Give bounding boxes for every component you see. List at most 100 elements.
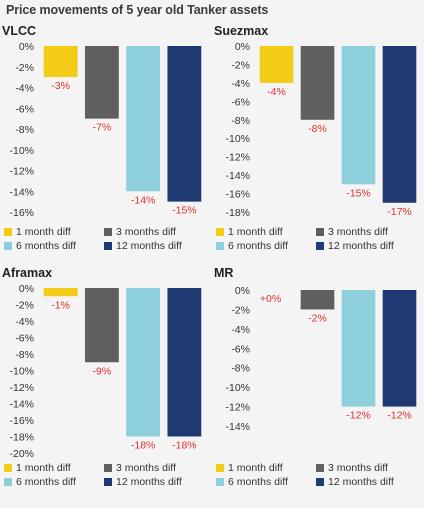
bar-6-months-diff [341,46,376,185]
y-tick-label: 0% [235,285,250,297]
y-tick-label: -18% [9,432,34,444]
legend-label: 3 months diff [328,226,388,238]
legend-swatch [104,464,112,472]
mr-legend: 1 month diff 3 months diff 6 months diff 12… [212,462,424,492]
legend-label: 3 months diff [328,462,388,474]
legend-swatch [104,228,112,236]
y-tick-label: -4% [231,324,250,336]
y-tick-label: -8% [15,349,34,361]
y-tick-label: 0% [235,41,250,53]
legend-label: 3 months diff [116,226,176,238]
legend-swatch [316,228,324,236]
legend-label: 3 months diff [116,462,176,474]
y-tick-label: -14% [225,170,250,182]
legend-label: 1 month diff [228,462,283,474]
y-tick-label: -10% [9,366,34,378]
data-label: -9% [93,365,112,377]
data-label: -3% [51,80,70,92]
bar-3-months-diff [300,46,335,120]
legend-label: 12 months diff [116,240,182,252]
legend-swatch [316,464,324,472]
legend-swatch [104,242,112,250]
legend-item-1-month-diff: 1 month diff [216,226,283,238]
data-label: +0% [260,293,281,305]
bar-3-months-diff [84,288,119,363]
y-tick-label: -6% [15,103,34,115]
data-label: -4% [267,86,286,98]
panel-title: Aframax [2,266,53,280]
mr-panel: MR 0% -2% -4% -6% -8% -10% -12% -14% +0% -2% -12% -… [212,266,424,508]
y-tick-label: -2% [15,62,34,74]
legend-label: 6 months diff [228,240,288,252]
bar-12-months-diff [167,288,202,437]
data-label: -7% [93,122,112,134]
aframax-legend: 1 month diff 3 months diff 6 months diff 12… [0,462,212,492]
panel-title: Suezmax [214,24,269,38]
y-tick-label: -10% [225,133,250,145]
y-tick-label: -12% [9,166,34,178]
suezmax-panel: Suezmax 0% -2% -4% -6% -8% -10% -12% -14% -16% -1… [212,24,424,266]
y-tick-label: -4% [231,78,250,90]
vlcc-legend: 1 month diff 3 months diff 6 months diff 12… [0,226,212,256]
legend-item-3-months-diff: 3 months diff [316,226,388,238]
y-tick-label: -2% [231,59,250,71]
legend-item-12-months-diff: 12 months diff [316,476,394,488]
y-tick-label: -8% [231,115,250,127]
y-tick-label: -18% [225,207,250,219]
y-tick-label: -10% [9,145,34,157]
legend-swatch [216,228,224,236]
legend-label: 6 months diff [228,476,288,488]
data-label: -14% [131,194,156,206]
bar-12-months-diff [382,290,417,407]
bar-1-month-diff [43,46,78,78]
y-tick-label: -2% [231,304,250,316]
data-label: -8% [308,123,327,135]
bar-12-months-diff [167,46,202,202]
y-tick-label: 0% [19,41,34,53]
y-tick-label: -12% [225,152,250,164]
bar-12-months-diff [382,46,417,203]
legend-item-3-months-diff: 3 months diff [316,462,388,474]
y-tick-label: -8% [231,363,250,375]
y-tick-label: -14% [9,186,34,198]
legend-label: 12 months diff [328,476,394,488]
y-tick-label: -4% [15,83,34,95]
bar-3-months-diff [84,46,119,119]
bar-6-months-diff [126,288,161,437]
legend-item-6-months-diff: 6 months diff [216,240,288,252]
data-label: -18% [172,440,197,452]
y-tick-label: -16% [225,189,250,201]
legend-swatch [216,478,224,486]
y-tick-label: -12% [225,402,250,414]
aframax-panel: Aframax 0% -2% -4% -6% -8% -10% -12% -14% -16% -1… [0,266,212,508]
legend-swatch [4,464,12,472]
page-title: Price movements of 5 year old Tanker ass… [6,3,269,17]
panel-title: MR [214,266,234,280]
legend-swatch [104,478,112,486]
legend-swatch [4,242,12,250]
data-label: -15% [346,187,371,199]
data-label: -2% [308,312,327,324]
legend-label: 12 months diff [116,476,182,488]
legend-item-3-months-diff: 3 months diff [104,226,176,238]
legend-swatch [4,478,12,486]
legend-label: 1 month diff [16,226,71,238]
legend-label: 1 month diff [228,226,283,238]
data-label: -17% [387,206,412,218]
y-tick-label: -14% [225,421,250,433]
data-label: -12% [387,410,412,422]
y-tick-label: -2% [15,300,34,312]
vlcc-chart: 0% -2% -4% -6% -8% -10% -12% -14% -16% -3% -7% -14%… [9,41,202,219]
legend-label: 1 month diff [16,462,71,474]
bar-1-month-diff [259,46,294,83]
legend-label: 12 months diff [328,240,394,252]
legend-item-12-months-diff: 12 months diff [104,476,182,488]
y-tick-label: -20% [9,448,34,460]
y-tick-label: -6% [231,96,250,108]
legend-item-6-months-diff: 6 months diff [216,476,288,488]
y-tick-label: -8% [15,124,34,136]
y-tick-label: -12% [9,382,34,394]
bar-6-months-diff [126,46,161,192]
legend-item-1-month-diff: 1 month diff [216,462,283,474]
panel-title: VLCC [2,24,37,38]
